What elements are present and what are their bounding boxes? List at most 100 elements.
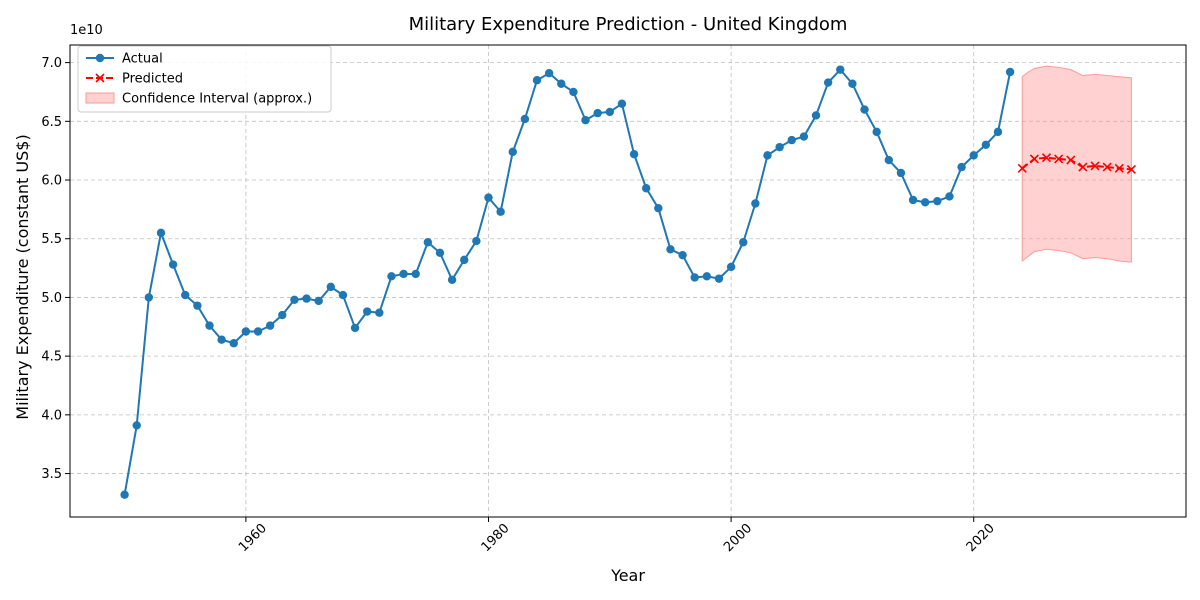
y-tick-label: 4.0 — [41, 408, 62, 423]
actual-point — [314, 296, 323, 306]
actual-point — [278, 310, 287, 320]
actual-point — [132, 421, 141, 430]
actual-point — [666, 245, 675, 254]
actual-point — [751, 199, 760, 208]
legend: Actual Predicted Confidence Interval (appr… — [77, 45, 332, 113]
y-tick-label: 6.0 — [41, 174, 62, 189]
actual-point — [423, 238, 433, 247]
actual-point — [508, 147, 517, 157]
x-axis-title: Year — [610, 566, 645, 585]
legend-swatch-confidence-interval — [85, 92, 115, 104]
actual-point — [739, 238, 748, 247]
actual-point — [920, 198, 930, 207]
y-tick-label: 5.5 — [41, 232, 62, 247]
actual-point — [617, 99, 627, 108]
actual-point — [520, 114, 530, 124]
actual-point — [253, 327, 263, 336]
actual-point — [714, 274, 724, 283]
actual-point — [241, 327, 251, 336]
actual-point — [957, 162, 966, 172]
y-tick-label: 7.0 — [41, 56, 62, 71]
actual-point — [581, 115, 590, 125]
predicted-point — [1029, 154, 1039, 164]
actual-point — [484, 193, 493, 202]
actual-point — [156, 228, 166, 238]
actual-point — [1005, 67, 1015, 77]
actual-point — [908, 195, 918, 205]
predicted-point — [1126, 164, 1136, 175]
actual-point — [823, 78, 833, 87]
actual-point — [654, 204, 663, 213]
actual-point — [557, 79, 566, 88]
actual-point — [290, 295, 299, 304]
actual-point — [447, 275, 457, 285]
confidence-interval-band — [1021, 65, 1132, 263]
actual-point — [193, 301, 202, 310]
predicted-point — [1041, 153, 1052, 163]
confidence-band-layer — [1021, 65, 1132, 263]
actual-point — [350, 323, 360, 333]
y-tick-label: 3.5 — [41, 467, 62, 482]
actual-point — [860, 105, 869, 114]
actual-point — [933, 196, 942, 206]
legend-label-actual: Actual — [122, 52, 163, 67]
predicted-point — [1017, 163, 1027, 173]
actual-point — [848, 79, 857, 88]
actual-point — [387, 272, 396, 281]
y-tick-label: 5.0 — [41, 291, 62, 306]
predicted-point — [1090, 161, 1100, 171]
predicted-point — [1114, 163, 1124, 173]
y-offset-label: 1e10 — [70, 23, 103, 38]
actual-point — [569, 87, 578, 97]
actual-point — [678, 250, 687, 260]
actual-point — [836, 65, 845, 74]
actual-point — [399, 269, 408, 279]
actual-point — [168, 260, 178, 269]
actual-point — [787, 135, 796, 145]
actual-point — [981, 140, 991, 150]
actual-point — [375, 308, 384, 317]
actual-point — [460, 255, 469, 265]
predicted-point — [1066, 155, 1076, 165]
legend-box — [77, 45, 332, 113]
actual-point — [629, 149, 639, 159]
actual-point — [726, 262, 736, 272]
actual-point — [338, 290, 348, 300]
legend-marker-actual — [95, 53, 105, 63]
actual-point — [302, 294, 311, 303]
actual-point — [532, 76, 542, 85]
predicted-series-line — [1021, 156, 1132, 171]
actual-point — [945, 192, 954, 201]
actual-point — [472, 236, 481, 246]
y-tick-label: 6.5 — [41, 115, 62, 130]
actual-point — [326, 282, 336, 292]
actual-point — [775, 142, 784, 152]
plot-frame — [69, 44, 1187, 518]
predicted-point — [1054, 154, 1064, 164]
actual-point — [120, 490, 129, 499]
actual-point — [969, 151, 978, 160]
actual-point — [496, 207, 505, 216]
actual-point — [993, 127, 1003, 137]
actual-point — [435, 248, 445, 258]
actual-point — [205, 321, 214, 330]
actual-point — [265, 321, 275, 330]
legend-marker-predicted — [95, 73, 105, 83]
actual-point — [799, 132, 809, 141]
actual-point — [690, 273, 699, 282]
y-axis-title: Military Expenditure (constant US$) — [13, 134, 32, 419]
actual-point — [544, 68, 554, 78]
actual-point — [811, 111, 821, 120]
series-layer — [120, 65, 1136, 499]
actual-point — [763, 151, 772, 160]
actual-point — [641, 184, 651, 193]
actual-point — [593, 108, 602, 118]
actual-point — [217, 335, 226, 344]
actual-point — [144, 293, 154, 302]
y-tick-label: 4.5 — [41, 350, 62, 365]
actual-point — [872, 127, 881, 137]
legend-label-confidence-interval: Confidence Interval (approx.) — [122, 92, 312, 107]
chart-title: Military Expenditure Prediction - United… — [409, 14, 848, 35]
actual-point — [229, 339, 238, 348]
